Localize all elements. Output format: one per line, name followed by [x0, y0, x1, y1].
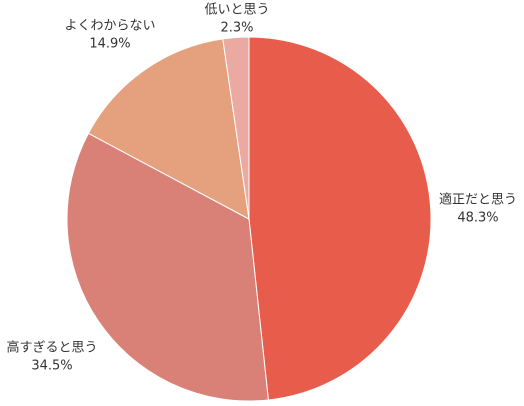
slice-label: 高すぎると思う: [6, 340, 97, 356]
pie-slice: [87, 38, 250, 220]
value-label: 14.9%: [89, 37, 130, 52]
slice-label: よくわからない: [64, 19, 155, 34]
pie-slice: [248, 36, 432, 401]
value-label: 2.3%: [220, 21, 253, 36]
value-label: 48.3%: [457, 211, 498, 226]
slice-label: 適正だと思う: [439, 192, 517, 208]
value-label: 34.5%: [31, 359, 72, 374]
pie-slice: [66, 132, 269, 402]
pie-slice: [222, 36, 250, 220]
slice-label: 低いと思う: [204, 3, 269, 18]
